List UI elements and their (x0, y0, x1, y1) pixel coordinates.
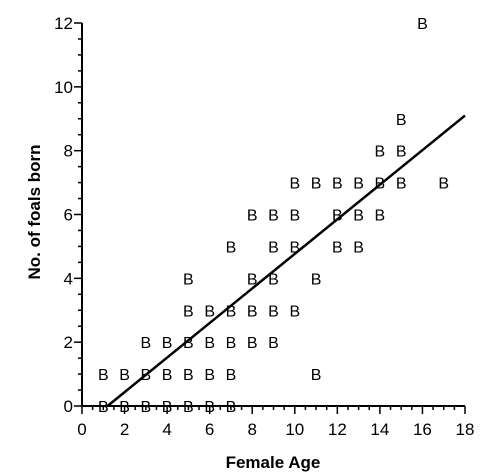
y-axis-title: No. of foals born (25, 144, 44, 279)
x-axis-title: Female Age (226, 453, 321, 472)
regression-line (106, 114, 466, 407)
x-tick-label: 18 (456, 420, 475, 439)
data-point: B (438, 176, 449, 193)
data-point: B (183, 303, 194, 320)
data-point: B (311, 367, 322, 384)
y-tick-label: 0 (64, 397, 73, 416)
x-tick-label: 6 (205, 420, 214, 439)
data-point: B (226, 239, 237, 256)
data-point: B (140, 335, 151, 352)
data-point: B (268, 208, 279, 225)
data-point: B (183, 335, 194, 352)
data-point: B (353, 176, 364, 193)
data-point: B (162, 367, 173, 384)
x-tick-label: 4 (162, 420, 171, 439)
data-point: B (332, 239, 343, 256)
data-point: B (332, 208, 343, 225)
data-point: B (332, 176, 343, 193)
x-tick-label: 12 (328, 420, 347, 439)
data-point: B (226, 303, 237, 320)
data-point: B (226, 367, 237, 384)
data-point: B (311, 176, 322, 193)
regression-line-group (106, 114, 466, 407)
data-point: B (396, 144, 407, 161)
data-point: B (247, 335, 258, 352)
y-tick-label: 10 (54, 78, 73, 97)
data-point: B (311, 271, 322, 288)
x-tick-label: 14 (370, 420, 389, 439)
data-point: B (353, 239, 364, 256)
data-point: B (396, 112, 407, 129)
data-point: B (226, 335, 237, 352)
data-point: B (247, 208, 258, 225)
data-points: B B B B B B BB B B B B B BB B B B B B BB B B B B BB B B BB B B B BB B B B… (98, 16, 449, 416)
y-tick-label: 6 (64, 206, 73, 225)
data-point: B (417, 16, 428, 33)
data-point: B (289, 303, 300, 320)
data-point: B (247, 271, 258, 288)
x-tick-label: 0 (77, 420, 86, 439)
data-point: B (289, 239, 300, 256)
x-tick-label: 16 (413, 420, 432, 439)
data-point: B (183, 271, 194, 288)
y-tick-label: 8 (64, 142, 73, 161)
y-tick-label: 4 (64, 269, 73, 288)
tick-labels: 0 2 4 6 8 10 12 14 16 18 0 2 4 6 8 10 12 (54, 14, 474, 439)
data-point: B (183, 367, 194, 384)
data-point: B (204, 367, 215, 384)
data-point: B (119, 399, 130, 416)
data-point: B (289, 176, 300, 193)
data-point: B (204, 335, 215, 352)
y-tick-label: 2 (64, 333, 73, 352)
data-point: B (204, 399, 215, 416)
data-point: B (375, 208, 386, 225)
data-point: B (183, 399, 194, 416)
data-point: B (98, 399, 109, 416)
data-point: B (162, 335, 173, 352)
data-point: B (396, 176, 407, 193)
data-point: B (375, 144, 386, 161)
data-point: B (268, 303, 279, 320)
data-point: B (162, 399, 173, 416)
data-point: B (119, 367, 130, 384)
data-point: B (226, 399, 237, 416)
data-point: B (353, 208, 364, 225)
data-point: B (247, 303, 258, 320)
x-tick-label: 2 (120, 420, 129, 439)
data-point: B (98, 367, 109, 384)
data-point: B (140, 399, 151, 416)
y-tick-label: 12 (54, 14, 73, 33)
data-point: B (268, 271, 279, 288)
data-point: B (289, 208, 300, 225)
data-point: B (204, 303, 215, 320)
data-point: B (268, 335, 279, 352)
x-tick-label: 8 (247, 420, 256, 439)
tick-marks (74, 22, 466, 414)
data-point: B (268, 239, 279, 256)
x-tick-label: 10 (285, 420, 304, 439)
